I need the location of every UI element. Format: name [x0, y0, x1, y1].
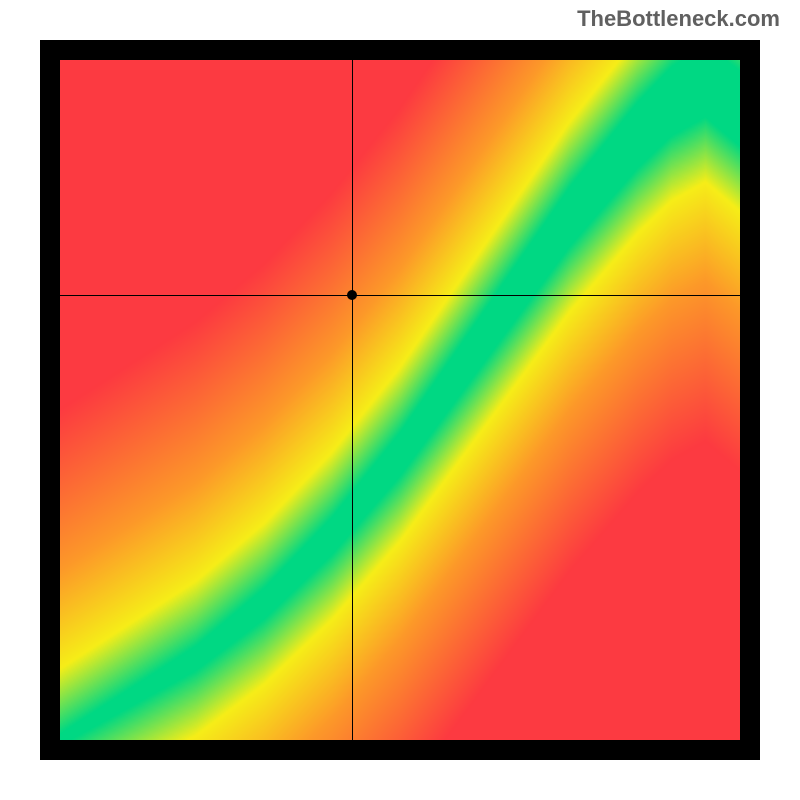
heatmap-canvas — [60, 60, 740, 740]
plot-inner — [60, 60, 740, 740]
watermark-text: TheBottleneck.com — [577, 6, 780, 32]
crosshair-marker — [347, 290, 357, 300]
crosshair-horizontal — [60, 295, 740, 296]
chart-container: TheBottleneck.com — [0, 0, 800, 800]
plot-frame — [40, 40, 760, 760]
crosshair-vertical — [352, 60, 353, 740]
